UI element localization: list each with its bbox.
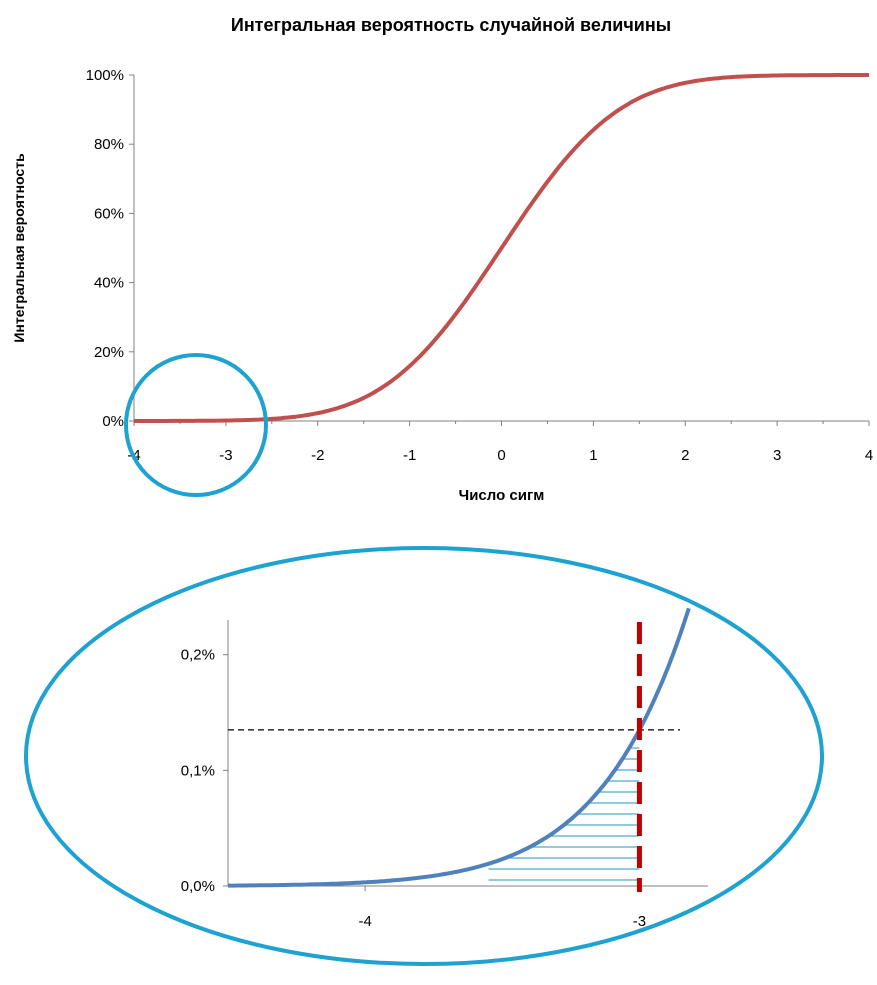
- zoom-highlight-circle: [124, 353, 268, 497]
- zoom-shaded-area: [488, 736, 640, 881]
- x-tick-label: 4: [865, 447, 873, 464]
- zoom-x-tick-label: -4: [358, 913, 371, 930]
- main-chart-ticks: 0%20%40%60%80%100%-4 -3 -2 -1 0 1 2 3 4: [86, 67, 874, 464]
- highlight-circle: [124, 353, 268, 497]
- y-tick-label: 80%: [94, 136, 124, 153]
- y-tick-label: 60%: [94, 205, 124, 222]
- zoom-chart-series: [228, 607, 691, 888]
- x-tick-label: -1: [403, 447, 416, 464]
- zoom-chart-axes: [227, 620, 708, 887]
- x-tick-label: 2: [681, 447, 689, 464]
- x-tick-label: 3: [773, 447, 781, 464]
- zoom-frame-ellipse: [24, 546, 824, 966]
- y-tick-label: 0%: [102, 413, 124, 430]
- zoom-x-tick-label: -3: [633, 913, 646, 930]
- zoom-chart-ticks: 0,0% 0,1% 0,2% -4 -3: [181, 647, 646, 930]
- y-tick-label: 40%: [94, 275, 124, 292]
- x-tick-label: -2: [311, 447, 324, 464]
- main-chart-series: [133, 73, 870, 423]
- x-axis-label: Число сигм: [459, 487, 545, 504]
- x-tick-label: 0: [497, 447, 505, 464]
- zoom-cdf-line: [228, 607, 691, 888]
- zoom-y-tick-label: 0,1%: [181, 762, 215, 779]
- x-tick-label: -3: [219, 447, 232, 464]
- y-axis-label: Интегральная вероятность: [11, 153, 27, 343]
- zoom-y-tick-label: 0,2%: [181, 647, 215, 664]
- x-tick-label: 1: [589, 447, 597, 464]
- chart-title: Интегральная вероятность случайной велич…: [230, 15, 672, 35]
- y-tick-label: 20%: [94, 344, 124, 361]
- zoom-reference-lines: [228, 622, 680, 892]
- y-tick-label: 100%: [86, 67, 124, 84]
- zoom-ellipse: [24, 546, 824, 966]
- zoom-y-tick-label: 0,0%: [181, 878, 215, 895]
